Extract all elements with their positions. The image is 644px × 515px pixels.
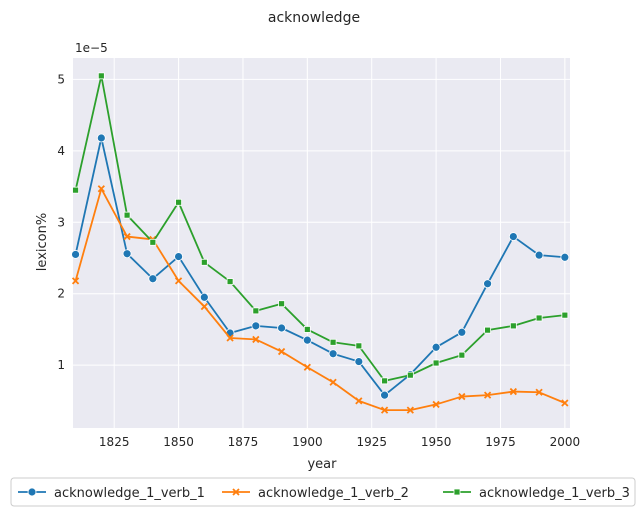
legend-item-3: acknowledge_1_verb_3 (443, 486, 630, 501)
y-tick-label: 3 (57, 215, 65, 229)
data-point (560, 252, 570, 262)
data-point (458, 351, 466, 359)
legend-label: acknowledge_1_verb_3 (479, 486, 630, 501)
data-point (484, 326, 491, 334)
data-point (457, 327, 467, 337)
series-line (74, 187, 566, 412)
data-point (509, 322, 517, 330)
x-tick-label: 1925 (356, 435, 387, 449)
data-point (406, 371, 414, 379)
data-point (175, 198, 182, 206)
data-point (97, 185, 105, 193)
data-point (71, 277, 80, 285)
data-point (355, 342, 363, 350)
x-tick-label: 1975 (485, 435, 516, 449)
legend-frame (10, 477, 636, 507)
x-tick-label: 1850 (163, 435, 194, 449)
data-point (72, 186, 79, 194)
y-tick-label: 4 (57, 144, 65, 158)
x-tick-label: 1950 (421, 435, 452, 449)
x-tick-label: 1900 (292, 435, 323, 449)
data-point (122, 249, 132, 259)
data-point (534, 250, 544, 260)
data-point (355, 397, 363, 405)
data-point (483, 391, 492, 399)
x-tick-label: 2000 (550, 435, 581, 449)
data-point (535, 314, 543, 322)
data-point (329, 338, 337, 346)
data-point (354, 357, 364, 366)
data-point (277, 323, 286, 333)
legend-item-2: acknowledge_1_verb_2 (222, 486, 409, 501)
y-offset-text: 1e−5 (75, 41, 108, 55)
data-point (174, 277, 183, 285)
data-point (406, 406, 414, 414)
series-2 (71, 185, 569, 414)
data-point (200, 258, 208, 266)
data-point (200, 302, 208, 311)
data-point (277, 347, 286, 356)
data-point (381, 377, 388, 385)
data-point (458, 392, 466, 401)
data-point (302, 335, 312, 345)
data-point (97, 72, 105, 80)
data-point (96, 133, 106, 143)
data-point (123, 232, 131, 241)
series-3 (72, 72, 569, 385)
series-1 (71, 133, 570, 400)
series-line (74, 137, 565, 397)
legend-label: acknowledge_1_verb_2 (258, 486, 409, 501)
legend-marker (453, 488, 461, 496)
data-point (431, 342, 441, 352)
data-point (561, 399, 569, 407)
data-point (432, 359, 440, 367)
legend-label: acknowledge_1_verb_1 (54, 486, 205, 501)
chart-title: acknowledge (268, 10, 360, 26)
data-point (149, 238, 157, 246)
legend-marker (27, 487, 37, 497)
data-point (303, 326, 311, 333)
data-point (508, 232, 518, 241)
x-axis-label: year (307, 457, 337, 472)
data-point (174, 252, 183, 261)
data-point (329, 378, 337, 386)
data-point (199, 292, 209, 302)
data-point (226, 334, 234, 342)
series-layer (71, 72, 570, 414)
legend: acknowledge_1_verb_1 acknowledge_1_verb_2… (10, 477, 636, 507)
y-axis-ticks: 1 2 3 4 5 (57, 72, 65, 372)
data-point (251, 321, 261, 331)
data-point (380, 406, 389, 414)
data-point (535, 388, 543, 396)
x-axis-ticks: 1825 1850 1875 1900 1925 1950 1975 2000 (99, 435, 580, 449)
x-tick-label: 1825 (99, 435, 130, 449)
data-point (483, 279, 492, 289)
y-tick-label: 2 (57, 287, 65, 301)
legend-marker (232, 488, 240, 496)
data-point (252, 335, 260, 344)
data-point (148, 274, 158, 284)
grid-lines (73, 58, 570, 428)
data-point (303, 363, 311, 371)
data-point (380, 390, 389, 400)
legend-item-1: acknowledge_1_verb_1 (18, 486, 205, 501)
plot-area (73, 58, 570, 428)
data-point (71, 250, 80, 259)
series-line (74, 74, 565, 382)
data-point (561, 311, 569, 319)
data-point (123, 211, 131, 219)
y-axis-label: lexicon% (35, 213, 50, 271)
data-point (278, 300, 285, 308)
x-tick-label: 1875 (228, 435, 259, 449)
y-tick-label: 5 (57, 72, 65, 86)
y-tick-label: 1 (57, 358, 65, 372)
data-point (252, 307, 260, 315)
data-point (226, 278, 234, 285)
data-point (328, 349, 338, 359)
data-point (509, 387, 517, 396)
data-point (432, 400, 440, 409)
